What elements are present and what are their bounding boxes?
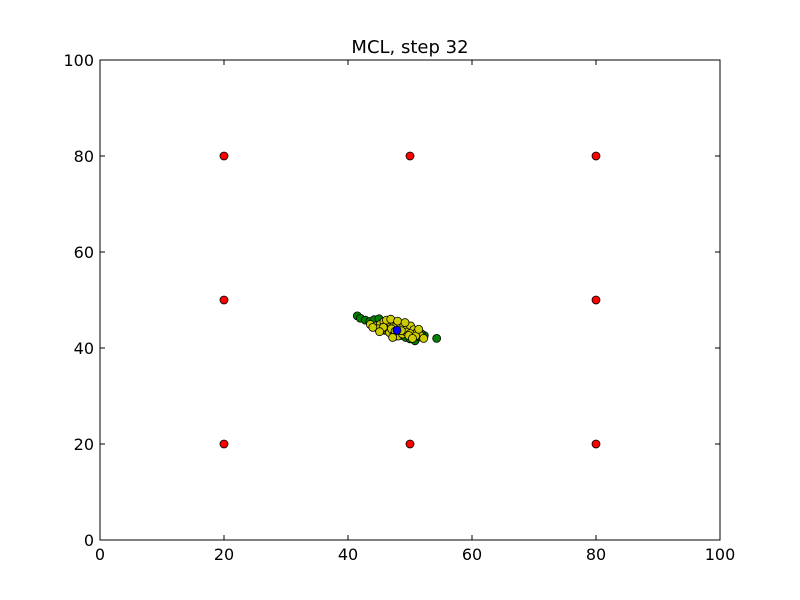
x-tick-label: 0 (95, 545, 105, 564)
y-tick-label: 20 (74, 435, 94, 454)
x-tick-label: 100 (705, 545, 736, 564)
red-point (405, 151, 415, 161)
red-point (219, 439, 229, 449)
yellow-point (400, 318, 410, 327)
scatter-points (219, 151, 601, 449)
yellow-point (393, 316, 403, 326)
yellow-point (388, 333, 398, 342)
red-point (591, 439, 601, 449)
x-tick-label: 60 (462, 545, 482, 564)
yellow-point (414, 324, 424, 334)
blue-point (392, 325, 402, 335)
x-tick-label: 20 (214, 545, 234, 564)
red-point (219, 295, 229, 305)
red-point (591, 151, 601, 161)
yellow-point (368, 322, 378, 332)
y-tick-label: 100 (63, 51, 94, 70)
red-point (219, 151, 229, 161)
yellow-point (419, 333, 429, 343)
chart-title: MCL, step 32 (351, 37, 468, 58)
y-tick-label: 60 (74, 243, 94, 262)
red-point (405, 439, 415, 449)
x-tick-label: 40 (338, 545, 358, 564)
x-tick-label: 80 (586, 545, 606, 564)
green-point (432, 333, 442, 343)
axis-tick-labels: 0 20 40 60 80 100 0 20 40 60 80 100 (63, 51, 735, 564)
y-tick-label: 80 (74, 147, 94, 166)
red-point (591, 295, 601, 305)
plot-frame (99, 59, 721, 541)
yellow-point (375, 327, 385, 337)
yellow-point (408, 333, 417, 343)
axis-ticks (99, 59, 721, 541)
y-tick-label: 40 (74, 339, 94, 358)
y-tick-label: 0 (84, 531, 94, 550)
